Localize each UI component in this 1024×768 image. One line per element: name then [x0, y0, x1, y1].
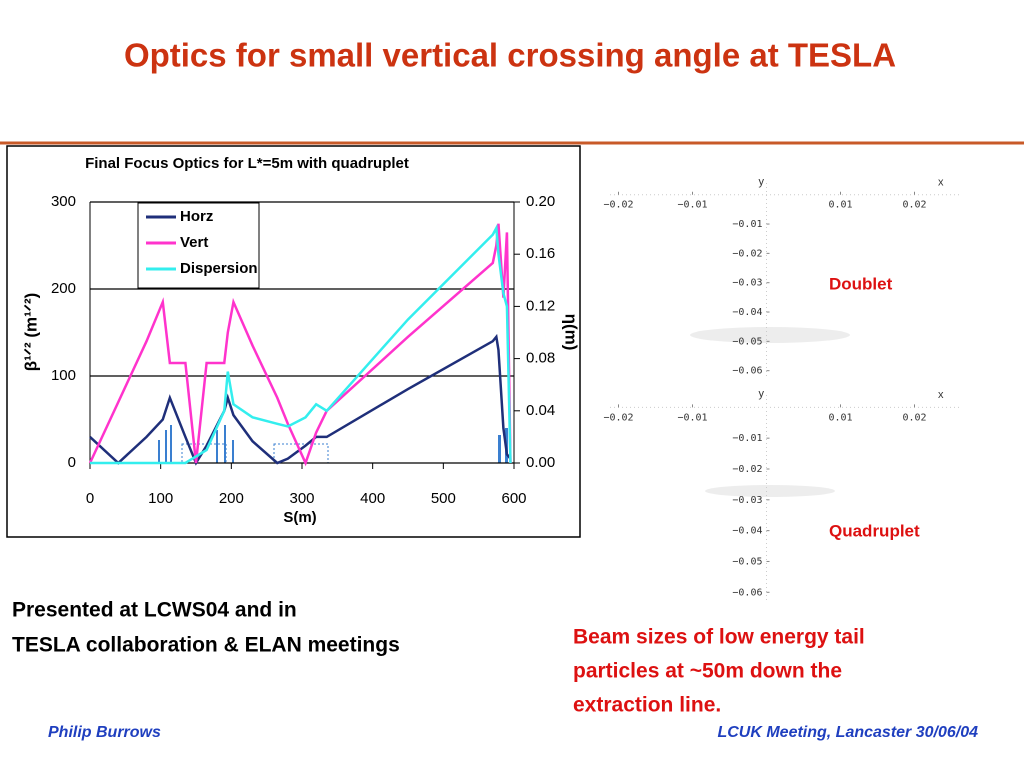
footer-author: Philip Burrows: [48, 724, 161, 741]
body-text: particles at ~50m down the: [573, 660, 842, 683]
x-tick-label: −0.01: [677, 412, 707, 423]
y-tick-label: 200: [51, 280, 76, 297]
footer-event: LCUK Meeting, Lancaster 30/06/04: [717, 724, 978, 741]
x-tick-label: 600: [501, 490, 526, 507]
y-tick-label: −0.06: [732, 366, 762, 377]
slide-title: Optics for small vertical crossing angle…: [124, 37, 896, 74]
y-axis-label: β¹ᐟ² (m¹ᐟ²): [21, 293, 40, 372]
plot-annotation: Doublet: [829, 274, 893, 293]
x-tick-label: 200: [219, 490, 244, 507]
axis-letter: y: [759, 176, 765, 188]
y-tick-label: −0.02: [732, 248, 762, 259]
x-tick-label: −0.02: [603, 200, 633, 211]
data-line: [89, 333, 512, 466]
y-tick-label: 300: [51, 193, 76, 210]
legend-label: Vert: [180, 234, 208, 251]
legend-label: Dispersion: [180, 260, 258, 277]
body-text: TESLA collaboration & ELAN meetings: [12, 634, 400, 657]
x-tick-label: 0.01: [828, 412, 852, 423]
y-tick-label: −0.02: [732, 464, 762, 475]
y-tick-label: −0.03: [732, 495, 762, 506]
x-tick-label: 100: [148, 490, 173, 507]
y-tick-label: −0.06: [732, 587, 762, 598]
y-tick-label: 100: [51, 367, 76, 384]
x-tick-label: 0: [86, 490, 94, 507]
y-tick-label: −0.05: [732, 556, 762, 567]
y-tick-label: −0.01: [732, 219, 762, 230]
y2-tick-label: 0.00: [526, 454, 555, 471]
plot-annotation: Quadruplet: [829, 521, 920, 540]
legend-label: Horz: [180, 208, 213, 225]
x-tick-label: 400: [360, 490, 385, 507]
y2-tick-label: 0.12: [526, 297, 555, 314]
y2-tick-label: 0.08: [526, 350, 555, 367]
beam-cloud: [690, 327, 850, 343]
axis-letter: y: [759, 388, 765, 400]
data-line: [90, 223, 512, 465]
x-tick-label: 500: [431, 490, 456, 507]
beam-cloud: [705, 485, 835, 497]
axis-letter: x: [938, 389, 944, 401]
y-tick-label: −0.03: [732, 278, 762, 289]
y2-axis-label: η(m): [562, 314, 581, 351]
body-text: extraction line.: [573, 694, 721, 717]
chart-frame: [6, 145, 581, 538]
x-tick-label: 0.02: [902, 412, 926, 423]
y-tick-label: −0.04: [732, 526, 762, 537]
body-text: Beam sizes of low energy tail: [573, 626, 865, 649]
axis-letter: x: [938, 177, 944, 189]
y-tick-label: −0.05: [732, 336, 762, 347]
x-tick-label: 0.01: [828, 200, 852, 211]
x-tick-label: 300: [289, 490, 314, 507]
y2-tick-label: 0.20: [526, 193, 555, 210]
x-tick-label: −0.01: [677, 200, 707, 211]
x-tick-label: −0.02: [603, 412, 633, 423]
y-tick-label: −0.01: [732, 433, 762, 444]
chart-title: Final Focus Optics for L*=5m with quadru…: [85, 155, 409, 172]
y2-tick-label: 0.16: [526, 245, 555, 262]
y-tick-label: 0: [68, 454, 76, 471]
x-tick-label: 0.02: [902, 200, 926, 211]
y2-tick-label: 0.04: [526, 402, 555, 419]
body-text: Presented at LCWS04 and in: [12, 599, 297, 622]
x-axis-label: S(m): [283, 509, 316, 526]
y-tick-label: −0.04: [732, 307, 762, 318]
